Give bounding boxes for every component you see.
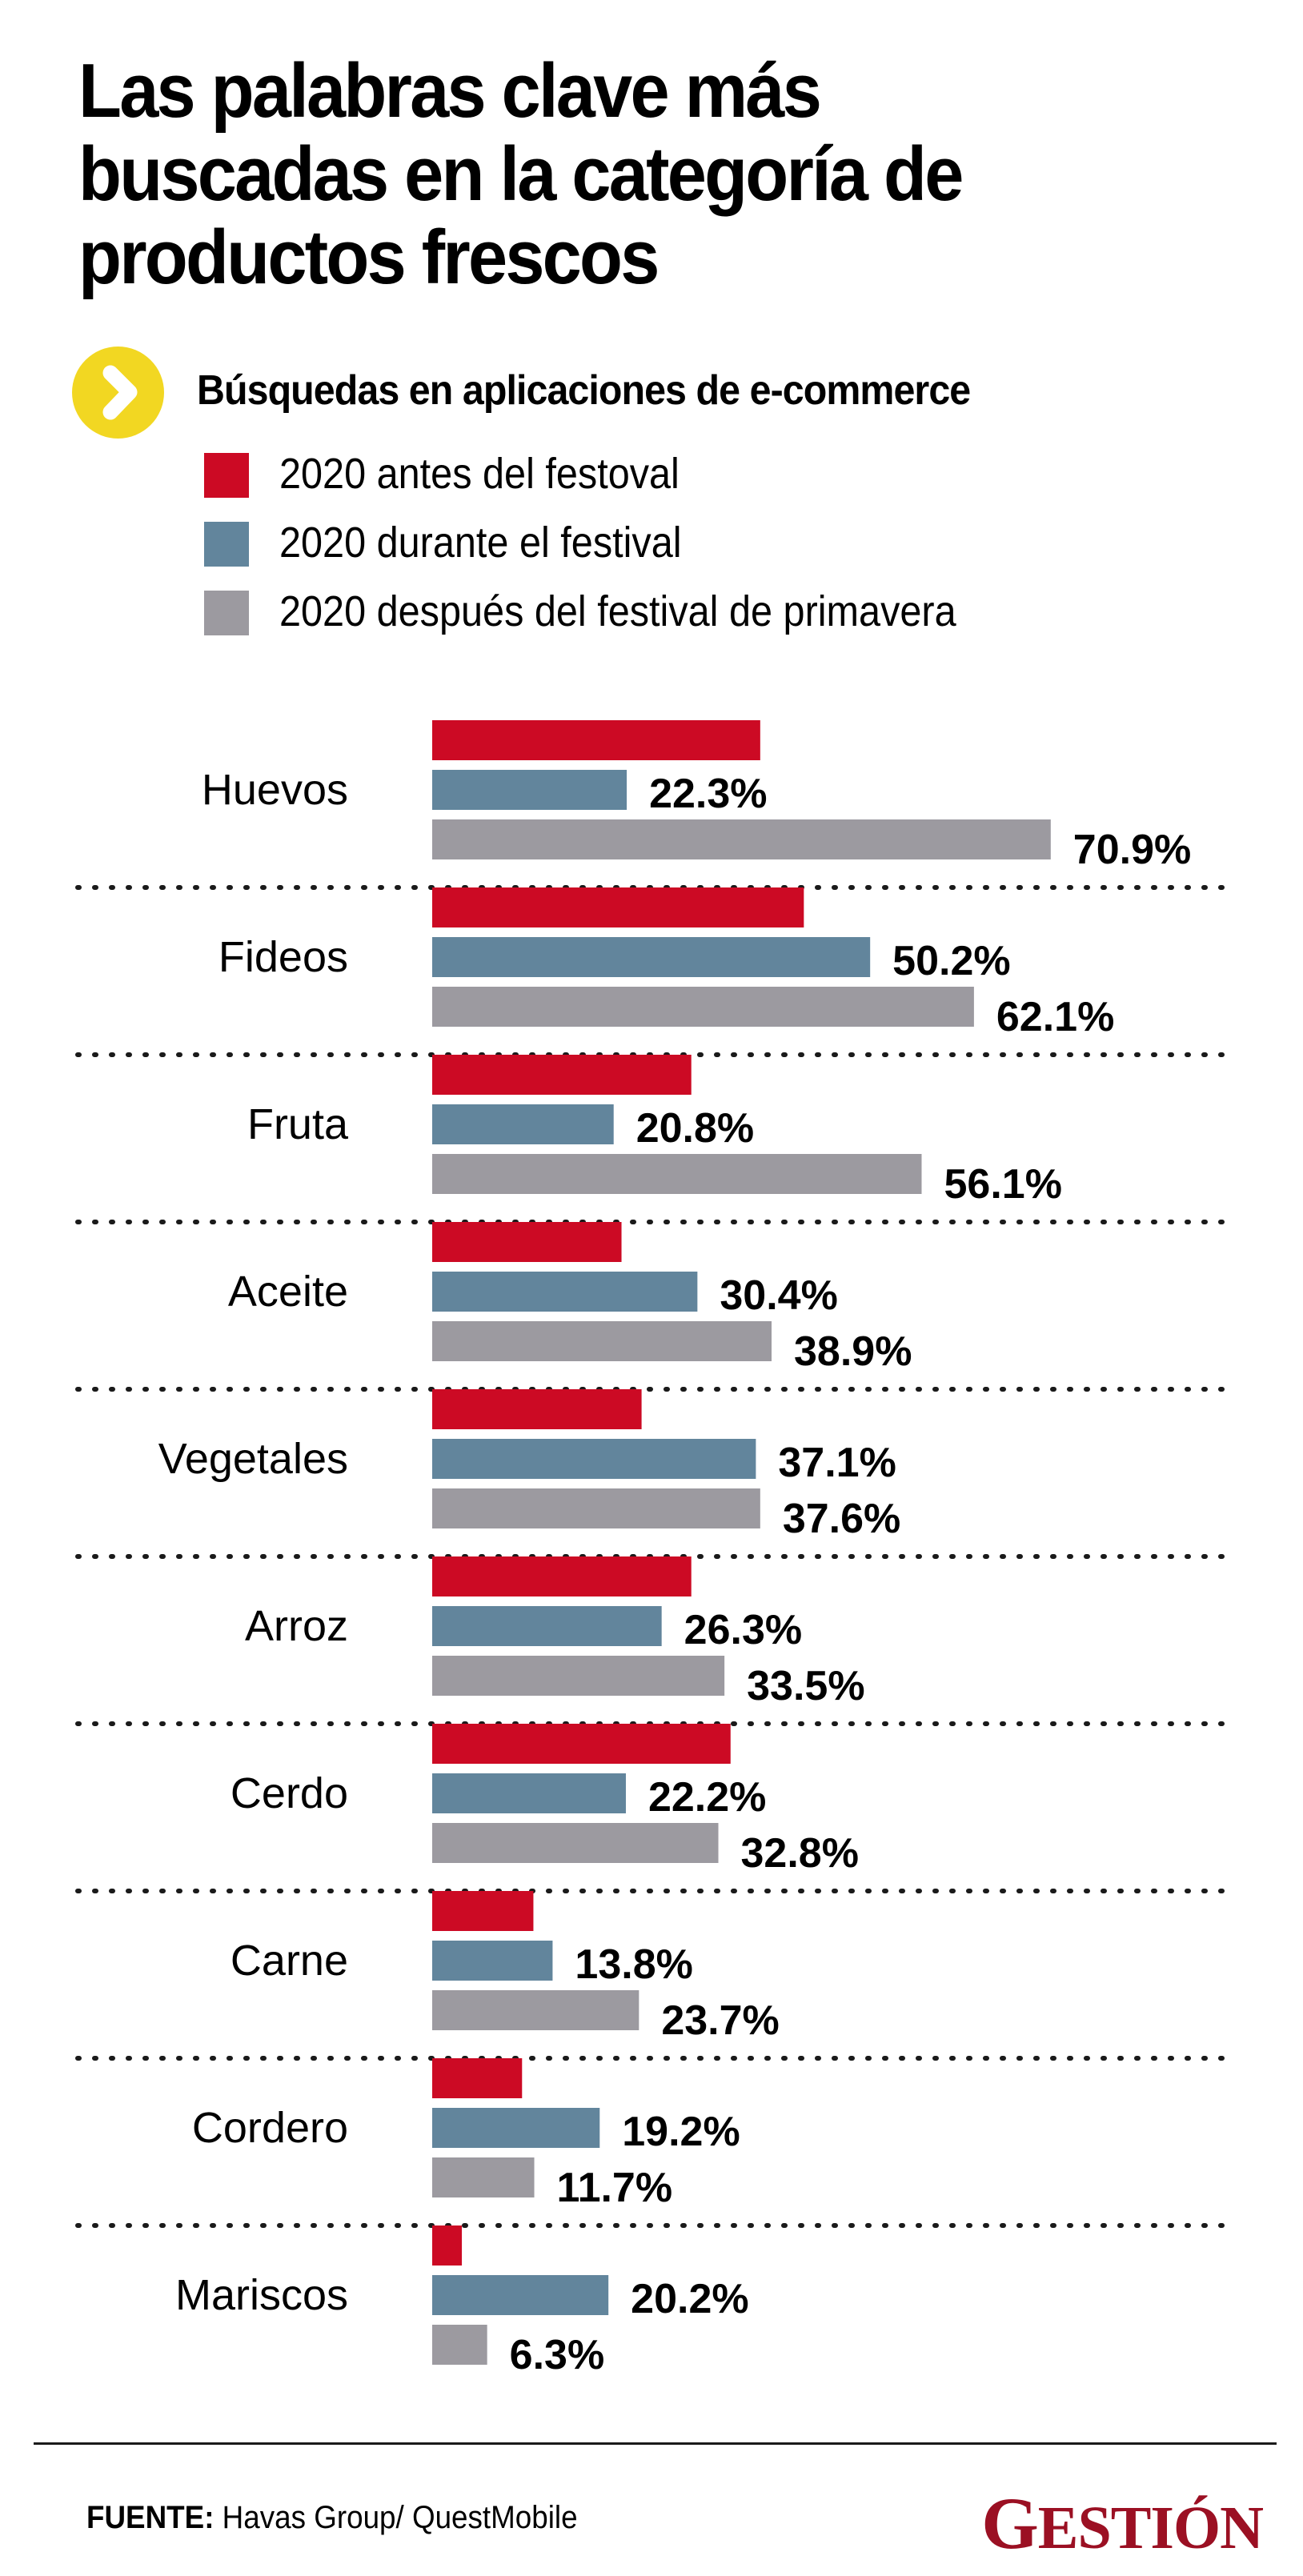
- bar-durante: [432, 1439, 756, 1479]
- title-line-3: productos frescos: [78, 214, 660, 300]
- bar-despues: [432, 2325, 487, 2365]
- bar-despues: [432, 1154, 922, 1194]
- category-label: Mariscos: [175, 2271, 348, 2319]
- value-label: 38.9%: [794, 1328, 912, 1375]
- chevron-right-circle-icon: [72, 347, 164, 439]
- bar-antes: [432, 1222, 622, 1262]
- value-label: 22.2%: [648, 1774, 766, 1821]
- bar-antes: [432, 720, 760, 760]
- value-label: 62.1%: [996, 994, 1114, 1040]
- value-label: 26.3%: [684, 1607, 802, 1653]
- legend-swatch-red: [204, 453, 249, 498]
- value-label: 11.7%: [557, 2165, 673, 2211]
- value-label: 20.8%: [636, 1105, 754, 1152]
- page-title: Las palabras clave más buscadas en la ca…: [78, 50, 1109, 299]
- value-label: 22.3%: [649, 771, 767, 817]
- chevron-right-icon: [102, 365, 138, 420]
- value-label: 32.8%: [741, 1830, 859, 1877]
- category-label: Arroz: [245, 1602, 348, 1650]
- bar-despues: [432, 987, 974, 1027]
- value-label: 30.4%: [720, 1272, 837, 1319]
- source-label: FUENTE:: [86, 2500, 214, 2535]
- title-line-1: Las palabras clave más: [78, 48, 822, 134]
- brand-initial: G: [981, 2482, 1039, 2564]
- category-label: Vegetales: [158, 1435, 348, 1483]
- bar-despues: [432, 1990, 639, 2030]
- value-label: 37.6%: [783, 1496, 900, 1542]
- bar-despues: [432, 2157, 535, 2197]
- value-label: 19.2%: [622, 2109, 740, 2155]
- brand-logo: GESTIÓN: [981, 2481, 1264, 2566]
- bar-durante: [432, 770, 627, 810]
- bar-antes: [432, 2058, 523, 2098]
- value-label: 23.7%: [661, 1997, 779, 2044]
- bar-durante: [432, 1606, 662, 1646]
- bar-durante: [432, 2108, 600, 2148]
- bar-durante: [432, 1773, 626, 1813]
- bar-antes: [432, 2225, 463, 2266]
- value-label: 56.1%: [944, 1161, 1061, 1208]
- bar-chart: Huevos 22.3% 70.9% Fideos 50.2% 62.1% Fruta 20.…: [75, 720, 1227, 2378]
- bar-despues: [432, 1488, 760, 1528]
- chart-subtitle: Búsquedas en aplicaciones de e-commerce: [197, 367, 971, 414]
- legend-swatch-blue: [204, 522, 249, 567]
- bar-durante: [432, 2275, 609, 2315]
- bar-antes: [432, 1556, 692, 1596]
- title-line-2: buscadas en la categoría de: [78, 131, 964, 217]
- bar-despues: [432, 1321, 772, 1361]
- bar-durante: [432, 937, 871, 977]
- category-label: Fruta: [247, 1100, 349, 1148]
- bar-durante: [432, 1941, 553, 1981]
- category-label: Cerdo: [231, 1769, 348, 1817]
- bar-antes: [432, 887, 804, 927]
- category-label: Cordero: [192, 2104, 348, 2152]
- bar-antes: [432, 1055, 692, 1095]
- value-label: 13.8%: [575, 1941, 692, 1988]
- category-label: Aceite: [228, 1268, 348, 1316]
- bar-despues: [432, 819, 1051, 859]
- legend-swatch-gray: [204, 591, 249, 635]
- category-label: Huevos: [202, 766, 348, 814]
- footer-divider: [34, 2442, 1277, 2445]
- legend-label: 2020 después del festival de primavera: [279, 587, 956, 635]
- value-label: 50.2%: [892, 938, 1010, 984]
- bar-antes: [432, 1724, 731, 1764]
- category-label: Carne: [231, 1937, 348, 1985]
- value-label: 70.9%: [1073, 827, 1191, 873]
- source-text: Havas Group/ QuestMobile: [214, 2500, 578, 2535]
- bar-despues: [432, 1656, 725, 1696]
- legend-label: 2020 antes del festoval: [279, 450, 680, 498]
- bar-antes: [432, 1389, 642, 1429]
- bar-durante: [432, 1272, 698, 1312]
- value-label: 6.3%: [510, 2332, 605, 2378]
- brand-rest: ESTIÓN: [1037, 2494, 1264, 2562]
- value-label: 37.1%: [778, 1440, 896, 1486]
- category-label: Fideos: [219, 933, 348, 981]
- legend-label: 2020 durante el festival: [279, 519, 682, 567]
- value-label: 20.2%: [631, 2276, 748, 2322]
- bar-despues: [432, 1823, 719, 1863]
- bar-durante: [432, 1104, 614, 1144]
- bar-antes: [432, 1891, 534, 1931]
- value-label: 33.5%: [747, 1663, 864, 1709]
- source-credit: FUENTE: Havas Group/ QuestMobile: [86, 2500, 578, 2536]
